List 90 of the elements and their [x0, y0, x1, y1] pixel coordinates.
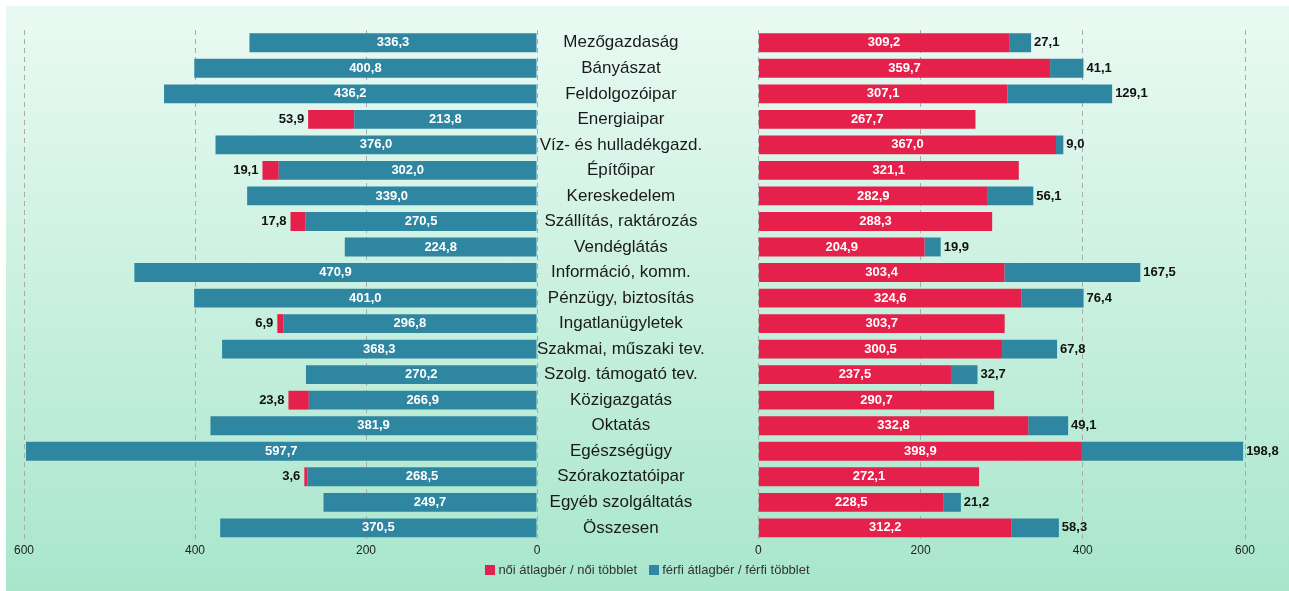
data-label: 268,5 [405, 468, 439, 484]
y-tick-label: Pénzügy, biztosítás [547, 287, 694, 307]
data-label: 237,5 [838, 366, 872, 382]
data-label: 19,9 [943, 238, 969, 254]
data-label: 470,9 [319, 264, 352, 280]
data-label: 49,1 [1071, 417, 1097, 433]
data-label: 3,6 [282, 468, 301, 484]
data-label: 359,7 [888, 59, 921, 75]
y-tick-label: Feldolgozóipar [565, 83, 678, 103]
data-label: 303,4 [865, 264, 899, 280]
y-tick-label: Vendéglátás [574, 236, 668, 256]
data-label: 198,8 [1246, 442, 1279, 458]
data-label: 56,1 [1036, 187, 1062, 203]
y-tick-label: Közigazgatás [569, 389, 672, 409]
y-tick-label: Egyéb szolgáltatás [549, 491, 693, 511]
data-label: 332,8 [877, 417, 910, 433]
x-tick-label: 400 [184, 543, 206, 558]
data-label: 129,1 [1115, 85, 1148, 101]
y-tick-label: Információ, komm. [551, 262, 691, 282]
y-tick-label: Szórakoztatóipar [557, 466, 686, 486]
y-tick-label: Összesen [583, 517, 659, 537]
data-label: 282,9 [857, 187, 890, 203]
data-label: 302,0 [391, 161, 424, 177]
data-label: 309,2 [867, 34, 901, 50]
data-label: 53,9 [278, 110, 305, 126]
data-label: 204,9 [825, 238, 858, 254]
data-label: 367,0 [891, 136, 924, 152]
data-label: 597,7 [264, 442, 298, 458]
data-label: 167,5 [1143, 264, 1176, 280]
x-tick-label: 400 [1072, 543, 1094, 558]
x-tick-label: 0 [754, 543, 762, 558]
data-label: 228,5 [834, 493, 868, 509]
x-tick-label: 200 [355, 543, 377, 558]
data-label: 6,9 [255, 315, 274, 331]
data-label: 376,0 [359, 136, 393, 152]
y-tick-label: Mezőgazdaság [563, 32, 679, 52]
data-label: 41,1 [1086, 59, 1112, 75]
data-label: 224,8 [424, 238, 457, 254]
y-tick-label: Energiaipar [577, 109, 665, 129]
y-tick-label: Építőipar [586, 160, 656, 180]
y-tick-label: Víz- és hulladékgazd. [539, 134, 703, 154]
data-label: 398,9 [904, 442, 937, 458]
data-label: 290,7 [860, 391, 893, 407]
data-label: 9,0 [1066, 136, 1085, 152]
data-label: 76,4 [1086, 289, 1113, 305]
data-label: 339,0 [375, 187, 409, 203]
y-tick-label: Szakmai, műszaki tev. [537, 338, 705, 358]
x-tick-label: 600 [13, 543, 35, 558]
y-tick-label: Bányászat [581, 57, 661, 77]
data-label: 401,0 [349, 289, 382, 305]
data-label: 213,8 [429, 110, 462, 126]
data-label: 296,8 [393, 315, 427, 331]
legend-label: női átlagbér / női többlet [498, 562, 638, 577]
data-label: 312,2 [868, 519, 902, 535]
y-tick-label: Oktatás [591, 415, 651, 435]
data-label: 23,8 [259, 391, 285, 407]
data-label: 300,5 [864, 340, 897, 356]
y-tick-label: Szállítás, raktározás [544, 211, 698, 231]
data-label: 270,5 [404, 213, 438, 229]
data-label: 67,8 [1060, 340, 1086, 356]
data-label: 400,8 [349, 59, 382, 75]
data-label: 303,7 [865, 315, 899, 331]
data-label: 321,1 [872, 161, 906, 177]
y-tick-label: Kereskedelem [566, 185, 676, 205]
data-label: 436,2 [334, 85, 367, 101]
y-tick-label: Szolg. támogató tev. [544, 364, 698, 384]
data-label: 336,3 [376, 34, 410, 50]
y-tick-label: Ingatlanügyletek [559, 313, 684, 333]
y-tick-label: Egészségügy [569, 440, 673, 460]
data-label: 266,9 [406, 391, 439, 407]
data-label: 368,3 [363, 340, 396, 356]
data-label: 370,5 [362, 519, 395, 535]
data-label: 267,7 [850, 110, 884, 126]
data-label: 324,6 [873, 289, 907, 305]
data-label: 381,9 [357, 417, 390, 433]
x-tick-label: 600 [1234, 543, 1256, 558]
data-label: 307,1 [866, 85, 900, 101]
x-tick-label: 0 [533, 543, 541, 558]
legend-label: férfi átlagbér / férfi többlet [662, 562, 810, 577]
data-label: 32,7 [980, 366, 1006, 382]
data-label: 58,3 [1061, 519, 1088, 535]
data-label: 21,2 [963, 493, 990, 509]
data-label: 27,1 [1034, 34, 1060, 50]
data-label: 288,3 [859, 213, 892, 229]
data-label: 272,1 [852, 468, 886, 484]
data-label: 249,7 [413, 493, 447, 509]
x-tick-label: 200 [910, 543, 931, 558]
data-label: 19,1 [233, 161, 259, 177]
data-label: 17,8 [261, 213, 287, 229]
data-label: 270,2 [404, 366, 438, 382]
